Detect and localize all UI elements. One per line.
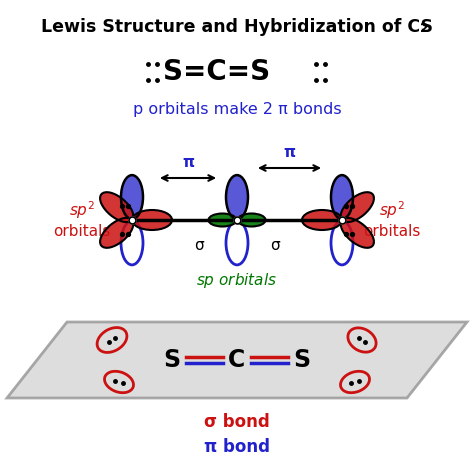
- Ellipse shape: [100, 192, 133, 222]
- Text: orbitals: orbitals: [363, 225, 421, 239]
- Text: π: π: [182, 155, 194, 170]
- Ellipse shape: [237, 214, 265, 227]
- Ellipse shape: [100, 218, 133, 248]
- Text: σ: σ: [270, 238, 280, 254]
- Ellipse shape: [341, 218, 374, 248]
- Text: C: C: [228, 348, 246, 372]
- Ellipse shape: [209, 214, 237, 227]
- Ellipse shape: [226, 221, 248, 265]
- Text: σ bond: σ bond: [204, 413, 270, 431]
- Ellipse shape: [302, 210, 342, 230]
- Ellipse shape: [341, 192, 374, 222]
- Text: S=C=S: S=C=S: [163, 58, 270, 86]
- Ellipse shape: [121, 175, 143, 219]
- Ellipse shape: [226, 175, 248, 219]
- Ellipse shape: [121, 221, 143, 265]
- Text: π bond: π bond: [204, 438, 270, 456]
- Text: Lewis Structure and Hybridization of CS: Lewis Structure and Hybridization of CS: [41, 18, 433, 36]
- Text: σ: σ: [194, 238, 204, 254]
- Text: $sp^2$: $sp^2$: [69, 199, 95, 221]
- Ellipse shape: [331, 221, 353, 265]
- Text: S: S: [293, 348, 310, 372]
- Text: $sp$ orbitals: $sp$ orbitals: [196, 270, 278, 289]
- Ellipse shape: [132, 210, 172, 230]
- Text: 2: 2: [420, 22, 429, 35]
- Ellipse shape: [331, 175, 353, 219]
- Text: S: S: [164, 348, 181, 372]
- Text: orbitals: orbitals: [53, 225, 111, 239]
- Text: π: π: [283, 145, 295, 160]
- Polygon shape: [7, 322, 467, 398]
- Text: p orbitals make 2 π bonds: p orbitals make 2 π bonds: [133, 102, 341, 117]
- Text: $sp^2$: $sp^2$: [379, 199, 405, 221]
